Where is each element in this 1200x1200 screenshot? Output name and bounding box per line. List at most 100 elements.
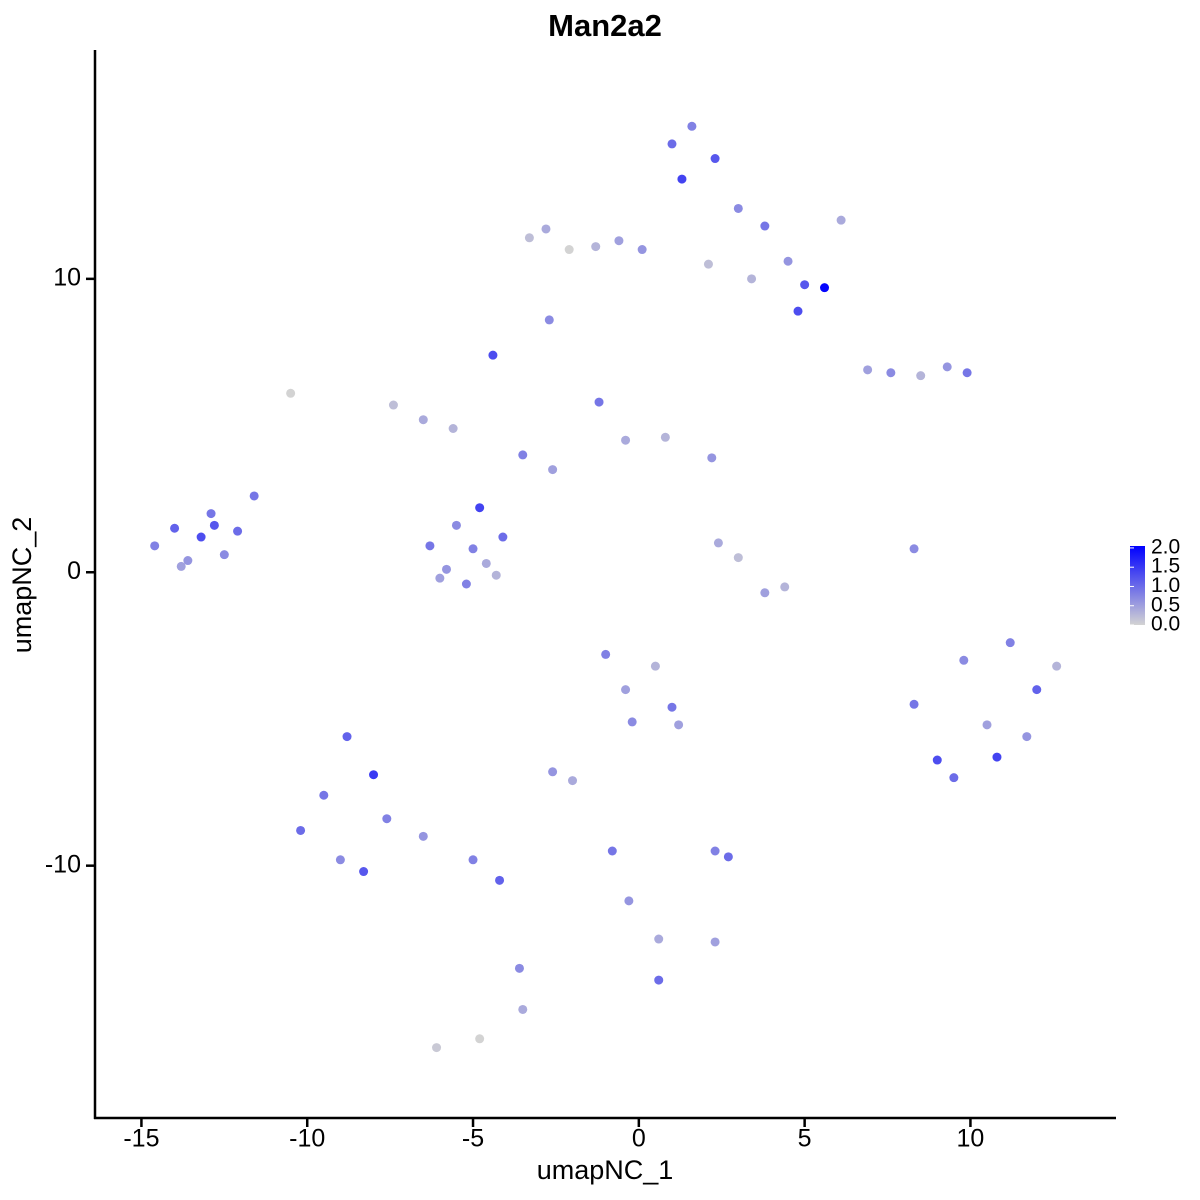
point — [418, 415, 428, 425]
point — [654, 934, 664, 944]
point — [637, 245, 647, 255]
point — [650, 661, 660, 671]
point — [548, 767, 558, 777]
point — [733, 203, 743, 213]
point — [710, 937, 720, 947]
point — [448, 423, 458, 433]
point — [491, 570, 501, 580]
y-tick-label: 0 — [67, 557, 81, 585]
point — [1005, 638, 1015, 648]
point — [621, 435, 631, 445]
point — [541, 224, 551, 234]
point — [1022, 732, 1032, 742]
point — [435, 573, 445, 583]
point — [418, 831, 428, 841]
x-tick-label: 10 — [957, 1125, 985, 1153]
point — [183, 556, 193, 566]
point — [1052, 661, 1062, 671]
point — [760, 221, 770, 231]
point — [703, 259, 713, 269]
point — [296, 825, 306, 835]
point — [594, 397, 604, 407]
point — [475, 503, 485, 513]
point — [432, 1043, 442, 1053]
y-tick-label: -10 — [45, 850, 81, 878]
point — [863, 365, 873, 375]
point — [335, 855, 345, 865]
point — [723, 852, 733, 862]
y-axis-title: umapNC_2 — [7, 517, 37, 654]
point — [909, 544, 919, 554]
point — [319, 790, 329, 800]
point — [209, 520, 219, 530]
colorbar-label: 0.0 — [1151, 613, 1180, 636]
point — [624, 896, 634, 906]
point — [475, 1034, 485, 1044]
point — [707, 453, 717, 463]
points — [150, 121, 1062, 1053]
point — [388, 400, 398, 410]
point — [800, 280, 810, 290]
x-tick-label: -15 — [123, 1125, 159, 1153]
point — [451, 520, 461, 530]
point — [286, 388, 296, 398]
point — [627, 717, 637, 727]
colorbar-label: 2.0 — [1151, 535, 1180, 558]
point — [219, 550, 229, 560]
point — [468, 855, 478, 865]
point — [468, 544, 478, 554]
point — [518, 450, 528, 460]
point — [495, 875, 505, 885]
point — [176, 561, 186, 571]
point — [548, 465, 558, 475]
point — [713, 538, 723, 548]
point — [442, 564, 452, 574]
point — [498, 532, 508, 542]
point — [916, 371, 926, 381]
point — [488, 350, 498, 360]
colorbar — [1130, 546, 1145, 625]
point — [607, 846, 617, 856]
point — [249, 491, 259, 501]
point — [614, 236, 624, 246]
point — [942, 362, 952, 372]
point — [783, 256, 793, 266]
point — [382, 814, 392, 824]
colorbar-label: 0.5 — [1151, 593, 1180, 616]
point — [524, 233, 534, 243]
point — [1032, 685, 1042, 695]
point — [793, 306, 803, 316]
y-tick-label: 10 — [53, 263, 81, 291]
point — [667, 702, 677, 712]
point — [196, 532, 206, 542]
point — [564, 245, 574, 255]
point — [677, 174, 687, 184]
colorbar-label: 1.0 — [1151, 574, 1180, 597]
point — [369, 770, 379, 780]
point — [760, 588, 770, 598]
point — [359, 867, 369, 877]
point — [667, 139, 677, 149]
point — [886, 368, 896, 378]
point — [836, 215, 846, 225]
point — [591, 242, 601, 252]
point — [747, 274, 757, 284]
point — [949, 773, 959, 783]
point — [780, 582, 790, 592]
point — [601, 649, 611, 659]
point — [959, 655, 969, 665]
x-tick-label: 0 — [632, 1125, 646, 1153]
point — [932, 755, 942, 765]
point — [710, 154, 720, 164]
point — [674, 720, 684, 730]
colorbar-label: 1.5 — [1151, 555, 1180, 578]
point — [687, 121, 697, 131]
point — [544, 315, 554, 325]
point — [206, 509, 216, 519]
point — [962, 368, 972, 378]
x-axis-title: umapNC_1 — [537, 1155, 674, 1185]
point — [342, 732, 352, 742]
point — [150, 541, 160, 551]
point — [982, 720, 992, 730]
